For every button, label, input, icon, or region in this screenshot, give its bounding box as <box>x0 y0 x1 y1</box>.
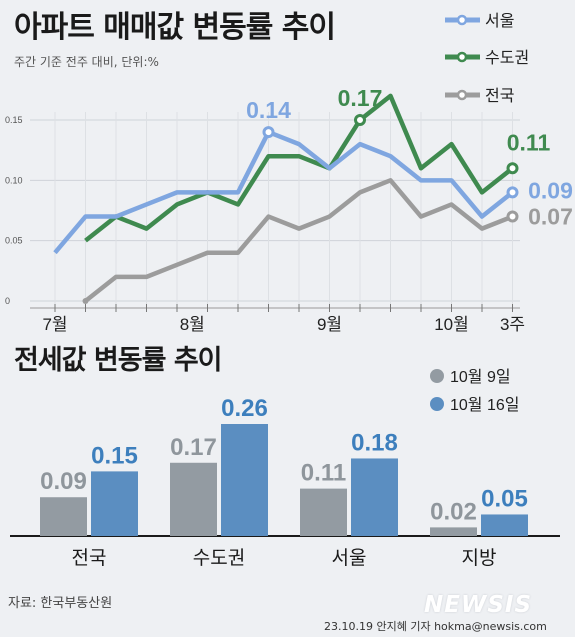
bar-value-label-prev: 0.11 <box>301 460 346 487</box>
series-end-point-seoul <box>506 186 519 199</box>
bar-value-label-curr: 0.18 <box>351 429 398 456</box>
series-line-capital <box>84 93 514 243</box>
series-end-label-seoul: 0.09 <box>528 177 573 203</box>
series-end-point-national <box>506 210 519 223</box>
bar-prev <box>40 497 87 536</box>
x-tick-label: 10월 <box>434 315 469 334</box>
legend-dot-prev <box>430 369 444 383</box>
series-peak-point-seoul <box>262 126 275 139</box>
bar-curr <box>91 471 138 536</box>
y-tick-label: 0.10 <box>5 175 23 185</box>
bar-category-label: 지방 <box>462 547 497 569</box>
legend-label-curr: 10월 16일 <box>450 396 519 414</box>
bar-value-label-curr: 0.05 <box>481 485 528 512</box>
line-chart-subtitle: 주간 기준 전주 대비, 단위:% <box>14 55 159 69</box>
bar-category-label: 수도권 <box>193 547 245 569</box>
series-line-national <box>84 178 514 303</box>
y-tick-label: 0.15 <box>5 115 23 125</box>
source-note: 자료: 한국부동산원 <box>8 596 113 611</box>
legend-marker-capital <box>456 51 468 63</box>
bar-chart-title: 전세값 변동률 추이 <box>14 345 223 376</box>
series-line-seoul <box>53 129 514 255</box>
bar-prev <box>170 462 217 536</box>
bar-value-label-curr: 0.15 <box>91 442 138 469</box>
bar-value-label-prev: 0.09 <box>40 468 87 495</box>
series-end-point-capital <box>506 162 519 175</box>
bar-prev <box>430 527 477 536</box>
series-start-point-national <box>82 298 89 304</box>
x-tick-label: 7월 <box>42 315 67 334</box>
bar-prev <box>300 488 347 536</box>
bar-category-label: 서울 <box>332 547 367 569</box>
bar-curr <box>351 458 398 536</box>
series-end-label-capital: 0.11 <box>507 129 551 155</box>
y-tick-label: 0.05 <box>5 236 23 246</box>
x-tick-label: 8월 <box>180 315 205 334</box>
legend-label-national: 전국 <box>485 87 514 105</box>
line-chart: 0 0.05 0.10 0.15 7월 8월 9월 10월 3주 0.07 0.17 0.11 0.14… <box>5 12 573 334</box>
series-peak-label-seoul: 0.14 <box>246 97 291 123</box>
series-end-label-national: 0.07 <box>528 204 573 230</box>
bar-chart: 0.090.15 전국 0.170.26 수도권 0.110.18 서울 0.02 0.05 지… <box>10 368 560 569</box>
legend-label-prev: 10월 9일 <box>450 368 511 386</box>
bar-curr <box>481 514 528 536</box>
legend-dot-curr <box>430 397 444 411</box>
bar-value-label-prev: 0.17 <box>170 434 217 461</box>
bar-value-label-curr: 0.26 <box>221 395 268 422</box>
bar-value-label-prev: 0.02 <box>430 498 477 525</box>
series-peak-point-capital <box>354 114 366 126</box>
legend-label-seoul: 서울 <box>485 12 514 30</box>
x-tick-label: 3주 <box>500 315 525 334</box>
credit-line: 23.10.19 안지혜 기자 hokma@newsis.com <box>324 620 547 633</box>
bar-category-label: 전국 <box>72 547 107 569</box>
series-peak-label-capital: 0.17 <box>338 85 383 111</box>
y-tick-label: 0 <box>5 296 10 306</box>
legend-marker-seoul <box>456 14 468 26</box>
legend-marker-national <box>456 89 468 101</box>
newsis-watermark: NEWSIS <box>424 592 533 618</box>
x-tick-label: 9월 <box>317 315 342 334</box>
bar-curr <box>221 424 268 536</box>
line-chart-title: 아파트 매매값 변동률 추이 <box>14 10 336 45</box>
legend-label-capital: 수도권 <box>485 49 529 67</box>
